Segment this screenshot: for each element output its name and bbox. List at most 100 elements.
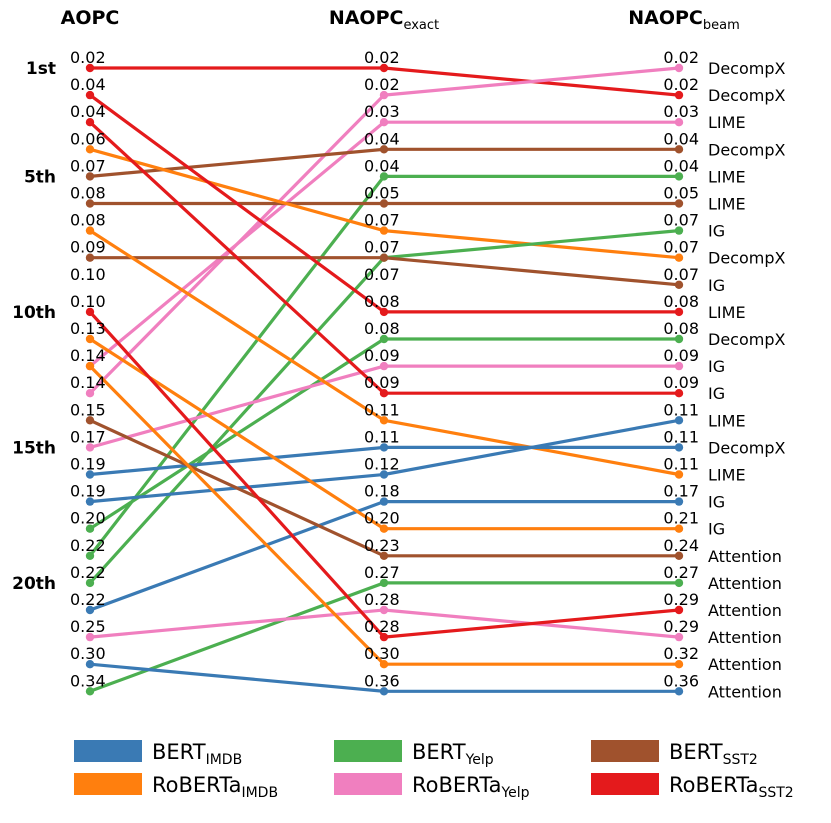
- aopc-value-label: 0.22: [70, 536, 106, 555]
- legend-swatch: [334, 740, 402, 762]
- series-point: [674, 253, 684, 262]
- series-point: [85, 660, 95, 669]
- aopc-value-label: 0.10: [70, 265, 106, 284]
- naopc-exact-value-label: 0.11: [364, 427, 400, 446]
- series-point: [379, 307, 389, 317]
- aopc-value-label: 0.15: [70, 400, 106, 419]
- series-point: [379, 334, 389, 344]
- method-label: DecompX: [708, 249, 785, 268]
- naopc-exact-value-label: 0.07: [364, 211, 400, 230]
- aopc-value-label: 0.17: [70, 427, 106, 446]
- series-point: [85, 524, 95, 533]
- series-point: [379, 660, 389, 669]
- series-point: [379, 253, 389, 262]
- aopc-value-label: 0.19: [70, 482, 106, 501]
- series-point: [674, 307, 684, 317]
- series-point: [85, 172, 95, 181]
- aopc-value-label: 0.14: [70, 346, 106, 365]
- series-point: [379, 416, 389, 425]
- series-point: [379, 90, 389, 100]
- series-point: [379, 551, 389, 560]
- series-point: [674, 443, 684, 452]
- series-point: [674, 605, 684, 615]
- series-point: [674, 334, 684, 344]
- series-point: [379, 443, 389, 452]
- naopc-exact-value-label: 0.18: [364, 482, 400, 501]
- aopc-value-label: 0.34: [70, 671, 106, 690]
- series-point: [674, 578, 684, 588]
- legend-label-main: RoBERTa: [669, 773, 758, 797]
- legend-label: BERTSST2: [669, 740, 758, 768]
- rank-tick-label: 15th: [12, 438, 56, 458]
- method-label: LIME: [708, 303, 746, 322]
- series-point: [85, 307, 95, 317]
- aopc-value-label: 0.19: [70, 455, 106, 474]
- series-point: [85, 687, 95, 696]
- naopc-exact-value-label: 0.05: [364, 184, 400, 203]
- series-point: [674, 416, 684, 425]
- rank-axis: 1st 5th 10th 15th 20th: [12, 59, 56, 594]
- series-point: [379, 687, 389, 696]
- method-label: Attention: [708, 547, 782, 566]
- method-label: DecompX: [708, 438, 785, 457]
- method-label: IG: [708, 493, 725, 512]
- series-point: [674, 118, 684, 127]
- legend-label: RoBERTaSST2: [669, 773, 794, 801]
- method-label: IG: [708, 520, 725, 539]
- series-point: [379, 632, 389, 642]
- method-label: IG: [708, 276, 725, 295]
- naopc-beam-value-label: 0.24: [663, 536, 699, 555]
- method-label: LIME: [708, 411, 746, 430]
- naopc-beam-value-label: 0.09: [663, 346, 699, 365]
- method-label: DecompX: [708, 59, 785, 78]
- legend-label-main: RoBERTa: [152, 773, 241, 797]
- column-title: NAOPCexact: [329, 7, 439, 33]
- naopc-exact-value-label: 0.04: [364, 129, 400, 148]
- method-label: DecompX: [708, 86, 785, 105]
- naopc-beam-value-label: 0.08: [663, 319, 699, 338]
- naopc-beam-value-label: 0.04: [663, 156, 699, 175]
- naopc-exact-value-label: 0.02: [364, 75, 400, 94]
- column-title-sub: beam: [703, 18, 740, 33]
- naopc-beam-value-label: 0.21: [663, 509, 699, 528]
- series-point: [674, 660, 684, 669]
- column-title-sub: exact: [403, 18, 439, 33]
- series-point: [379, 361, 389, 371]
- series-points: [85, 63, 684, 696]
- legend-label-sub: IMDB: [206, 752, 243, 768]
- legend-swatch: [74, 773, 142, 795]
- naopc-exact-value-label: 0.20: [364, 509, 400, 528]
- series-point: [85, 416, 95, 425]
- aopc-value-label: 0.14: [70, 373, 106, 392]
- naopc-exact-value-label: 0.28: [364, 617, 400, 636]
- aopc-value-label: 0.08: [70, 211, 106, 230]
- naopc-exact-value-label: 0.03: [364, 102, 400, 121]
- aopc-value-label: 0.22: [70, 590, 106, 609]
- naopc-beam-value-label: 0.08: [663, 292, 699, 311]
- series-point: [674, 551, 684, 560]
- naopc-beam-value-label: 0.27: [663, 563, 699, 582]
- legend-label-sub: SST2: [758, 785, 793, 801]
- naopc-beam-value-label: 0.02: [663, 48, 699, 67]
- naopc-beam-value-label: 0.04: [663, 129, 699, 148]
- aopc-value-label: 0.06: [70, 129, 106, 148]
- naopc-exact-value-label: 0.11: [364, 400, 400, 419]
- method-label: DecompX: [708, 140, 785, 159]
- series-point: [85, 605, 95, 615]
- series-point: [85, 145, 95, 154]
- naopc-beam-value-label: 0.36: [663, 671, 699, 690]
- series-point: [379, 145, 389, 154]
- aopc-value-label: 0.08: [70, 184, 106, 203]
- series-point: [85, 551, 95, 560]
- aopc-value-label: 0.10: [70, 292, 106, 311]
- series-point: [674, 524, 684, 533]
- method-label: LIME: [708, 113, 746, 132]
- naopc-beam-value-label: 0.03: [663, 102, 699, 121]
- aopc-value-label: 0.30: [70, 644, 106, 663]
- naopc-beam-value-label: 0.11: [663, 400, 699, 419]
- aopc-value-label: 0.22: [70, 563, 106, 582]
- series-point: [674, 90, 684, 100]
- naopc-exact-value-label: 0.09: [364, 373, 400, 392]
- naopc-beam-value-label: 0.32: [663, 644, 699, 663]
- series-point: [674, 199, 684, 208]
